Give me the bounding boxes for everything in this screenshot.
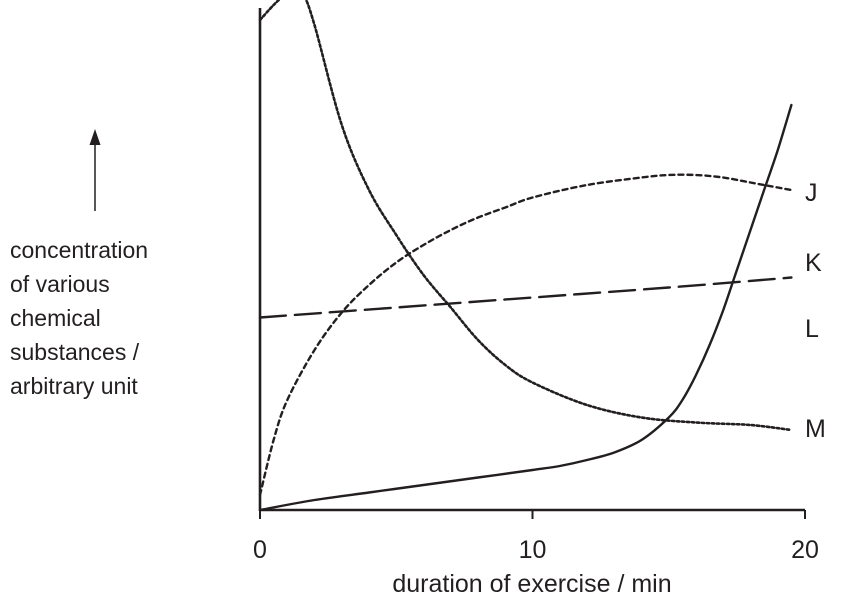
series-labels: J K L M (805, 179, 826, 443)
series-line-k (258, 173, 793, 497)
x-tick-label: 20 (791, 536, 819, 564)
y-axis-label: concentration of various chemical substa… (10, 129, 148, 399)
series-lines (258, 0, 793, 512)
series-label-j: J (805, 179, 818, 207)
x-tick-label: 10 (519, 536, 547, 564)
plot-area: 0 10 20 J K L M (253, 0, 826, 564)
y-axis-label-line: of various (10, 271, 110, 297)
x-tick-label: 0 (253, 536, 267, 564)
series-label-l: L (805, 315, 819, 343)
y-axis-label-line: substances / (10, 339, 140, 365)
y-axis-arrow-head (89, 129, 101, 145)
series-line-l (258, 276, 793, 319)
y-axis-label-line: chemical (10, 305, 101, 331)
series-line-j (258, 103, 793, 512)
series-line-m (258, 0, 793, 432)
y-axis-label-line: arbitrary unit (10, 373, 138, 399)
series-label-m: M (805, 415, 826, 443)
y-axis-label-line: concentration (10, 237, 148, 263)
x-axis-ticks: 0 10 20 (253, 510, 819, 564)
series-label-k: K (805, 249, 822, 277)
x-axis-title: duration of exercise / min (392, 570, 671, 598)
